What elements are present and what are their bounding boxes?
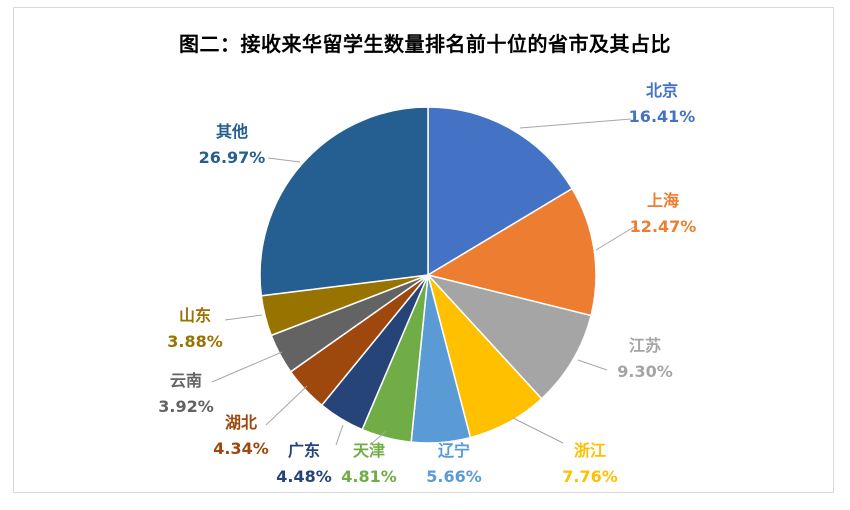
slice-label-value-10: 26.97% — [199, 148, 266, 167]
slice-label-name-5: 天津 — [353, 441, 385, 460]
slice-label-value-9: 3.88% — [167, 332, 223, 351]
slice-label-name-9: 山东 — [179, 306, 211, 325]
pie-slice-0 — [427, 106, 574, 277]
slice-label-name-2: 江苏 — [629, 336, 661, 355]
leader-line-7 — [265, 385, 308, 426]
chart-title: 图二：接收来华留学生数量排名前十位的省市及其占比 — [179, 32, 671, 56]
pie-slice-2 — [425, 273, 592, 400]
slice-label-value-2: 9.30% — [617, 362, 673, 381]
leader-line-9 — [224, 314, 263, 321]
slice-label-name-4: 辽宁 — [438, 441, 470, 460]
leader-line-2 — [577, 359, 608, 371]
slice-label-value-6: 4.48% — [276, 467, 332, 486]
slice-label-name-8: 云南 — [170, 371, 202, 390]
slice-label-value-1: 12.47% — [630, 217, 697, 236]
slice-label-name-3: 浙江 — [574, 441, 606, 460]
slice-label-value-4: 5.66% — [426, 467, 482, 486]
slice-label-value-0: 16.41% — [629, 107, 696, 126]
slice-label-name-1: 上海 — [647, 191, 679, 210]
pie-slice-10 — [259, 106, 429, 297]
leader-line-10 — [267, 157, 301, 163]
slice-label-name-7: 湖北 — [225, 413, 257, 432]
slice-label-value-7: 4.34% — [213, 439, 269, 458]
leader-line-5 — [369, 430, 387, 446]
leader-line-6 — [335, 424, 344, 446]
leader-line-8 — [211, 351, 283, 383]
pie-slice-1 — [426, 187, 597, 317]
slice-label-value-5: 4.81% — [341, 467, 397, 486]
slice-label-value-3: 7.76% — [562, 467, 618, 486]
slice-label-name-0: 北京 — [646, 81, 678, 100]
slice-label-value-8: 3.92% — [158, 397, 214, 416]
slice-label-name-6: 广东 — [288, 441, 320, 460]
slice-label-name-10: 其他 — [216, 122, 248, 141]
leader-line-3 — [512, 417, 564, 444]
leader-line-0 — [519, 118, 632, 129]
leader-line-1 — [595, 226, 635, 251]
